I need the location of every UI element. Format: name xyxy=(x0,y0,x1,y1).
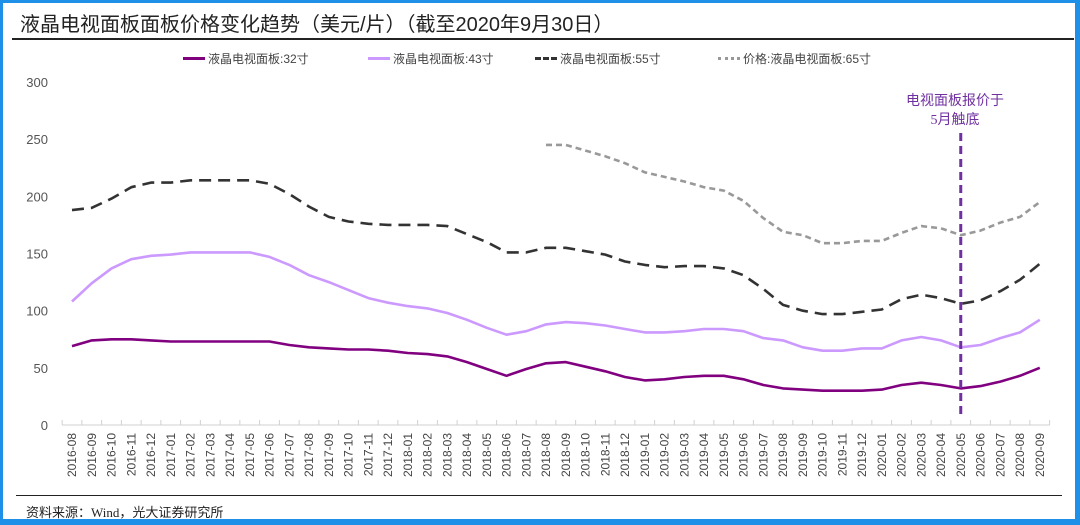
x-tick-label: 2018-04 xyxy=(460,433,474,477)
series-lines xyxy=(71,143,1041,392)
x-tick-label: 2019-12 xyxy=(855,433,869,477)
y-tick-label: 250 xyxy=(26,132,48,147)
x-tick-label: 2016-12 xyxy=(144,433,158,477)
x-tick-label: 2019-10 xyxy=(816,433,830,477)
x-tick-label: 2017-05 xyxy=(243,433,257,477)
legend-label: 液晶电视面板:43寸 xyxy=(393,52,494,66)
legend-swatch-solid-icon xyxy=(183,57,205,60)
legend-label: 价格:液晶电视面板:65寸 xyxy=(743,52,872,66)
series-line xyxy=(71,338,1041,392)
x-tick-label: 2017-06 xyxy=(263,433,277,477)
x-tick-label: 2020-01 xyxy=(875,433,889,477)
x-tick-label: 2019-03 xyxy=(677,433,691,477)
x-tick-label: 2020-08 xyxy=(1013,433,1027,477)
y-tick-label: 100 xyxy=(26,304,48,319)
chart-frame xyxy=(3,3,1075,519)
series-line xyxy=(71,179,1041,316)
x-tick-label: 2019-01 xyxy=(638,433,652,477)
y-tick-label: 150 xyxy=(26,247,48,262)
x-tick-label: 2018-12 xyxy=(618,433,632,477)
legend-swatch-dotted-icon xyxy=(718,57,740,60)
x-tick-label: 2016-11 xyxy=(124,433,138,476)
legend-swatch-dashed-icon xyxy=(535,57,557,60)
x-tick-label: 2019-06 xyxy=(737,433,751,477)
x-tick-label: 2016-10 xyxy=(105,433,119,477)
x-tick-label: 2019-05 xyxy=(717,433,731,477)
x-tick-label: 2017-09 xyxy=(322,433,336,477)
x-tick-label: 2019-11 xyxy=(835,433,849,476)
x-tick-label: 2018-09 xyxy=(559,433,573,477)
x-tick-label: 2018-02 xyxy=(421,433,435,477)
legend-swatch-solid-icon xyxy=(368,57,390,60)
x-tick-label: 2019-02 xyxy=(658,433,672,477)
x-tick-label: 2020-06 xyxy=(974,433,988,477)
title-divider xyxy=(12,38,1074,40)
x-tick-label: 2017-11 xyxy=(361,433,375,476)
x-tick-label: 2018-06 xyxy=(500,433,514,477)
legend: 液晶电视面板:32寸 液晶电视面板:43寸 液晶电视面板:55寸 价格:液晶电视… xyxy=(0,50,1080,68)
x-tick-label: 2020-04 xyxy=(934,433,948,477)
legend-item-65: 价格:液晶电视面板:65寸 xyxy=(718,50,871,67)
x-tick-label: 2017-02 xyxy=(184,433,198,477)
legend-item-32: 液晶电视面板:32寸 xyxy=(183,50,309,67)
x-tick-label: 2018-03 xyxy=(440,433,454,477)
x-tick-label: 2020-05 xyxy=(954,433,968,477)
y-tick-label: 300 xyxy=(26,75,48,90)
x-tick-label: 2016-08 xyxy=(65,433,79,477)
legend-item-55: 液晶电视面板:55寸 xyxy=(535,50,661,67)
series-line xyxy=(71,251,1041,352)
x-tick-label: 2017-07 xyxy=(282,433,296,477)
x-tick-label: 2019-04 xyxy=(697,433,711,477)
legend-label: 液晶电视面板:32寸 xyxy=(208,52,309,66)
x-tick-label: 2017-08 xyxy=(302,433,316,477)
source-divider xyxy=(16,495,1062,496)
x-tick-label: 2018-01 xyxy=(401,433,415,477)
y-axis: 0 50 100 150 200 250 300 xyxy=(26,75,48,433)
legend-item-43: 液晶电视面板:43寸 xyxy=(368,50,494,67)
x-tick-label: 2018-10 xyxy=(579,433,593,477)
y-tick-label: 200 xyxy=(26,189,48,204)
x-tick-label: 2020-09 xyxy=(1033,433,1047,477)
x-tick-label: 2016-09 xyxy=(85,433,99,477)
x-tick-label: 2018-07 xyxy=(519,433,533,477)
x-tick-label: 2020-02 xyxy=(895,433,909,477)
y-tick-label: 0 xyxy=(41,418,48,433)
x-tick-label: 2017-04 xyxy=(223,433,237,477)
chart-title: 液晶电视面板面板价格变化趋势（美元/片）（截至2020年9月30日） xyxy=(20,14,614,36)
x-tick-label: 2018-08 xyxy=(539,433,553,477)
x-tick-label: 2017-01 xyxy=(164,433,178,477)
x-tick-label: 2019-08 xyxy=(776,433,790,477)
x-tick-label: 2019-09 xyxy=(796,433,810,477)
x-tick-label: 2017-10 xyxy=(342,433,356,477)
y-tick-label: 50 xyxy=(34,361,48,376)
annotation-text: 电视面板报价于 5月触底 xyxy=(880,92,1030,130)
x-tick-label: 2019-07 xyxy=(756,433,770,477)
legend-label: 液晶电视面板:55寸 xyxy=(560,52,661,66)
x-tick-label: 2017-12 xyxy=(381,433,395,477)
x-tick-label: 2017-03 xyxy=(203,433,217,477)
source-note: 资料来源：Wind，光大证券研究所 xyxy=(26,505,224,520)
annotation-line1: 电视面板报价于 xyxy=(906,94,1004,109)
x-tick-label: 2018-11 xyxy=(598,433,612,476)
annotation-line2: 5月触底 xyxy=(930,113,980,128)
x-tick-label: 2018-05 xyxy=(480,433,494,477)
x-axis: 2016-08 2016-09 2016-10 2016-11 2016-12 2017-… xyxy=(61,420,1051,477)
x-tick-label: 2020-03 xyxy=(914,433,928,477)
x-tick-label: 2020-07 xyxy=(993,433,1007,477)
series-line xyxy=(546,143,1041,245)
